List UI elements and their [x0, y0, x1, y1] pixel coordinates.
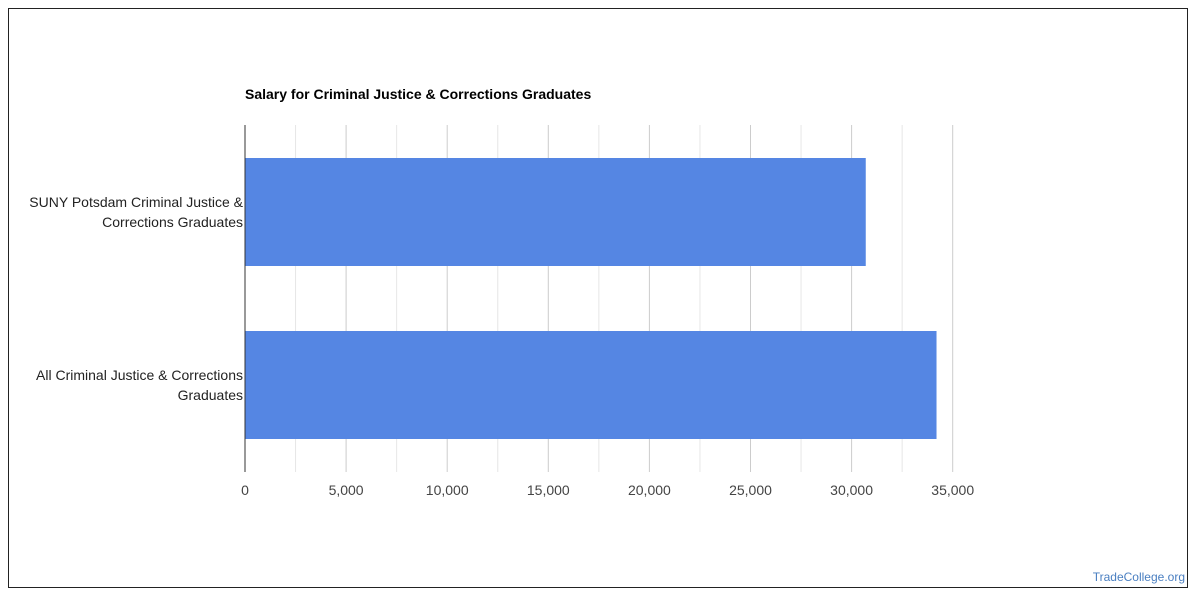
x-tick-labels: 0 5,000 10,000 15,000 20,000 25,000 30,000 35,0…: [241, 482, 974, 498]
x-tick-label: 35,000: [931, 482, 974, 498]
category-label-all-graduates: All Criminal Justice & Corrections Gradu…: [3, 365, 243, 405]
watermark-link[interactable]: TradeCollege.org: [1092, 570, 1185, 584]
x-tick-label: 20,000: [628, 482, 671, 498]
category-label-line: SUNY Potsdam Criminal Justice &: [29, 194, 243, 210]
x-tick-label: 5,000: [329, 482, 364, 498]
bar-1: [245, 331, 937, 439]
x-tick-label: 10,000: [426, 482, 469, 498]
x-tick-label: 0: [241, 482, 249, 498]
category-label-suny-potsdam: SUNY Potsdam Criminal Justice & Correcti…: [3, 192, 243, 232]
chart-frame: [8, 8, 1188, 588]
x-tick-label: 30,000: [830, 482, 873, 498]
category-label-line: All Criminal Justice & Corrections: [36, 367, 243, 383]
bar-0: [245, 158, 866, 266]
x-tick-label: 15,000: [527, 482, 570, 498]
x-tick-label: 25,000: [729, 482, 772, 498]
chart-title: Salary for Criminal Justice & Correction…: [245, 86, 592, 102]
bars: [245, 158, 937, 439]
category-label-line: Graduates: [177, 387, 243, 403]
category-label-line: Corrections Graduates: [102, 214, 243, 230]
